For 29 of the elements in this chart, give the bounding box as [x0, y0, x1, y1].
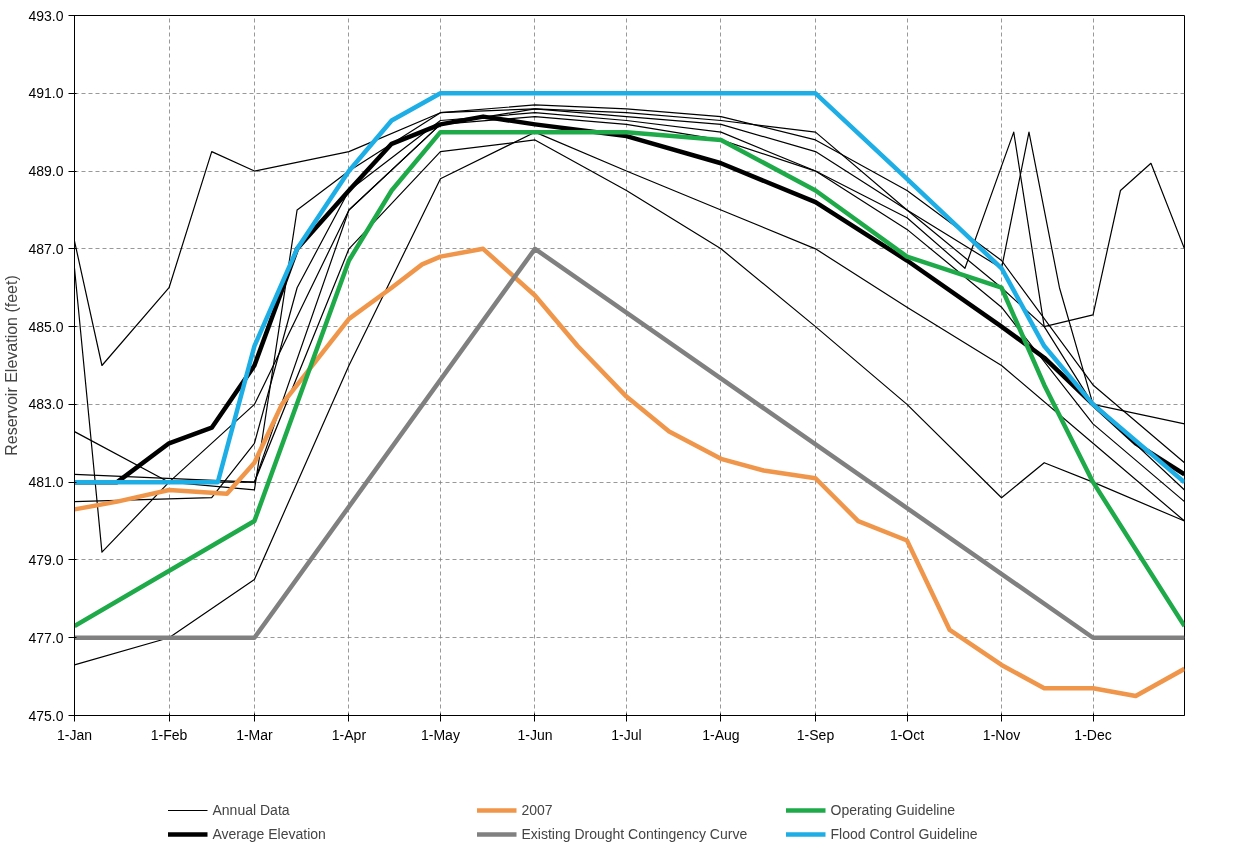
x-tick-label: 1-Oct [889, 726, 925, 743]
y-tick-label: 479.0 [28, 551, 64, 568]
x-tick-label: 1-Dec [1074, 726, 1112, 743]
x-tick-label: 1-Nov [982, 726, 1021, 743]
y-tick-label: 483.0 [28, 396, 64, 413]
x-tick-label: 1-Jul [611, 726, 642, 743]
x-tick-label: 1-May [420, 726, 460, 743]
legend-label: Existing Drought Contingency Curve [521, 825, 749, 842]
y-tick-label: 491.0 [28, 85, 64, 102]
y-tick-label: 477.0 [28, 629, 64, 646]
y-tick-label: 485.0 [28, 318, 64, 335]
y-tick-label: 487.0 [28, 240, 64, 257]
legend-label: Operating Guideline [830, 801, 957, 818]
x-tick-label: 1-Sep [796, 726, 835, 743]
y-tick-label: 481.0 [28, 474, 64, 491]
legend-label: Annual Data [212, 801, 291, 818]
x-tick-label: 1-Feb [150, 726, 188, 743]
legend-label: Flood Control Guideline [830, 825, 979, 842]
x-tick-label: 1-Jan [56, 726, 93, 743]
y-tick-label: 475.0 [28, 707, 64, 724]
x-tick-label: 1-Apr [331, 726, 367, 743]
x-tick-label: 1-Mar [236, 726, 274, 743]
legend-label: 2007 [521, 801, 554, 818]
x-tick-label: 1-Aug [702, 726, 740, 743]
y-axis-title: Reservoir Elevation (feet) [3, 275, 21, 456]
y-tick-label: 489.0 [28, 163, 64, 180]
x-tick-label: 1-Jun [517, 726, 553, 743]
legend-label: Average Elevation [212, 825, 327, 842]
y-tick-label: 493.0 [28, 7, 64, 24]
